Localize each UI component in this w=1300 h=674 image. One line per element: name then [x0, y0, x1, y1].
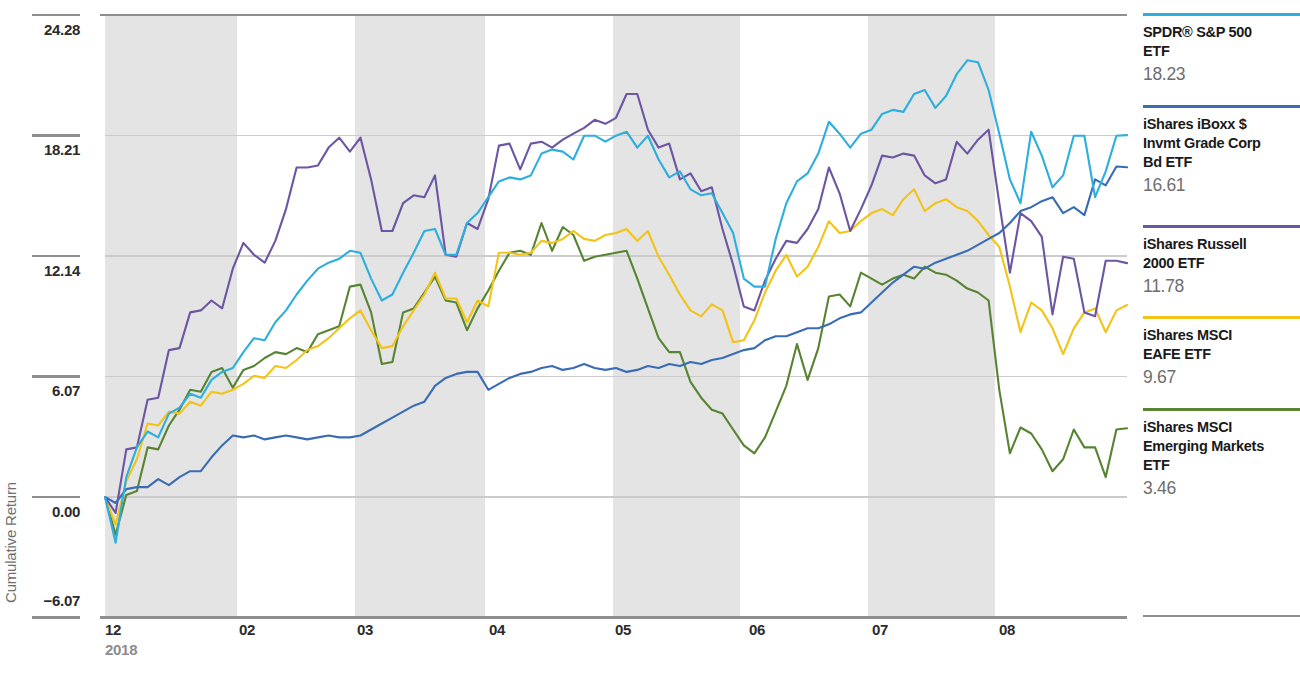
y-tick-label: 12.14: [18, 262, 80, 279]
legend-color-rule: [1143, 316, 1300, 319]
x-tick-label: 08: [999, 621, 1015, 638]
y-tick-label: 18.21: [18, 141, 80, 158]
x-tick-label: 07: [872, 621, 888, 638]
legend-color-rule: [1143, 13, 1300, 16]
legend-series-value: 16.61: [1143, 175, 1300, 196]
legend-series-value: 18.23: [1143, 64, 1300, 85]
legend-series-value: 9.67: [1143, 367, 1300, 388]
legend-series-name: iShares MSCI Emerging Markets ETF: [1143, 418, 1300, 475]
legend-series-value: 3.46: [1143, 478, 1300, 499]
x-tick-label: 04: [489, 621, 505, 638]
y-tick-label: 24.28: [18, 21, 80, 38]
legend-item: iShares Russell 2000 ETF 11.78: [1143, 225, 1300, 297]
legend-series-name: iShares iBoxx $ Invmt Grade Corp Bd ETF: [1143, 115, 1300, 172]
cumulative-return-chart-panel: 24.28 18.21 12.14 6.07 0.00 −6.07 Cumula…: [0, 0, 1300, 674]
legend-color-rule: [1143, 105, 1300, 108]
x-tick-label: 12: [105, 621, 121, 638]
legend-item: iShares MSCI Emerging Markets ETF 3.46: [1143, 408, 1300, 499]
legend-color-rule: [1143, 408, 1300, 411]
y-tick-label: −6.07: [18, 592, 80, 609]
legend-series-name: iShares Russell 2000 ETF: [1143, 235, 1300, 273]
y-axis-title: Cumulative Return: [2, 430, 19, 655]
x-axis-year-label: 2018: [105, 641, 137, 658]
x-tick-label: 06: [749, 621, 765, 638]
legend-item: SPDR® S&P 500 ETF 18.23: [1143, 13, 1300, 85]
legend-color-rule: [1143, 225, 1300, 228]
legend-item: iShares iBoxx $ Invmt Grade Corp Bd ETF …: [1143, 105, 1300, 196]
chart-plot-area: [0, 0, 1300, 674]
y-tick-label: 0.00: [18, 503, 80, 520]
x-tick-label: 02: [239, 621, 255, 638]
legend-series-value: 11.78: [1143, 276, 1300, 297]
legend-series-name: iShares MSCI EAFE ETF: [1143, 326, 1300, 364]
legend-series-name: SPDR® S&P 500 ETF: [1143, 23, 1300, 61]
x-tick-label: 03: [357, 621, 373, 638]
legend-bottom-rule: [1143, 615, 1300, 617]
legend-item: iShares MSCI EAFE ETF 9.67: [1143, 316, 1300, 388]
y-tick-label: 6.07: [18, 382, 80, 399]
x-tick-label: 05: [615, 621, 631, 638]
